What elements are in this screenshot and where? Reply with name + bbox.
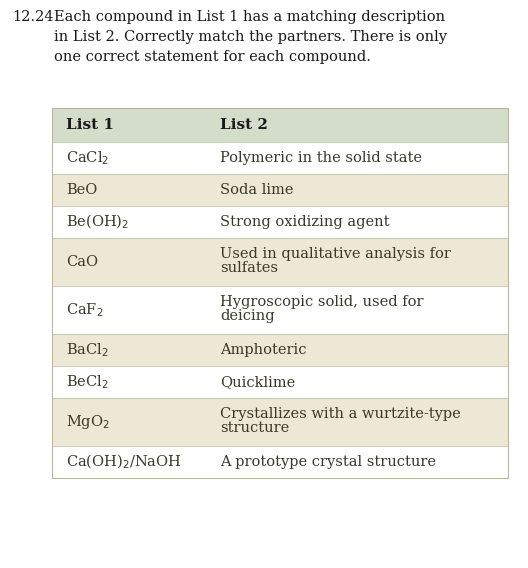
Text: Ca(OH)$_2$/NaOH: Ca(OH)$_2$/NaOH [66,453,182,471]
Bar [52,446,508,478]
Text: Hygroscopic solid, used for: Hygroscopic solid, used for [220,295,423,309]
Bar [52,238,508,286]
Text: Polymeric in the solid state: Polymeric in the solid state [220,151,422,165]
Text: Be(OH)$_2$: Be(OH)$_2$ [66,213,129,231]
Text: BeO: BeO [66,183,97,197]
Text: List 2: List 2 [220,118,268,132]
Text: BeCl$_2$: BeCl$_2$ [66,373,109,391]
Bar [52,108,508,478]
Text: Soda lime: Soda lime [220,183,294,197]
Text: CaO: CaO [66,255,98,269]
Text: deicing: deicing [220,309,275,323]
Text: List 1: List 1 [66,118,114,132]
Bar [52,398,508,446]
Text: Used in qualitative analysis for: Used in qualitative analysis for [220,247,451,261]
Text: CaF$_2$: CaF$_2$ [66,301,103,319]
Text: structure: structure [220,421,289,435]
Text: CaCl$_2$: CaCl$_2$ [66,149,109,167]
Text: Quicklime: Quicklime [220,375,295,389]
Text: Each compound in List 1 has a matching description
in List 2. Correctly match th: Each compound in List 1 has a matching d… [54,10,447,64]
Bar [52,206,508,238]
Text: 12.24: 12.24 [12,10,53,24]
Text: Crystallizes with a wurtzite-type: Crystallizes with a wurtzite-type [220,407,461,421]
Text: BaCl$_2$: BaCl$_2$ [66,341,109,359]
Bar [52,334,508,366]
Text: Amphoteric: Amphoteric [220,343,306,357]
Bar [52,366,508,398]
Text: sulfates: sulfates [220,261,278,275]
Bar [52,174,508,206]
Bar [52,142,508,174]
Text: MgO$_2$: MgO$_2$ [66,413,110,431]
Text: A prototype crystal structure: A prototype crystal structure [220,455,436,469]
Bar [52,286,508,334]
Text: Strong oxidizing agent: Strong oxidizing agent [220,215,390,229]
Bar [52,108,508,142]
